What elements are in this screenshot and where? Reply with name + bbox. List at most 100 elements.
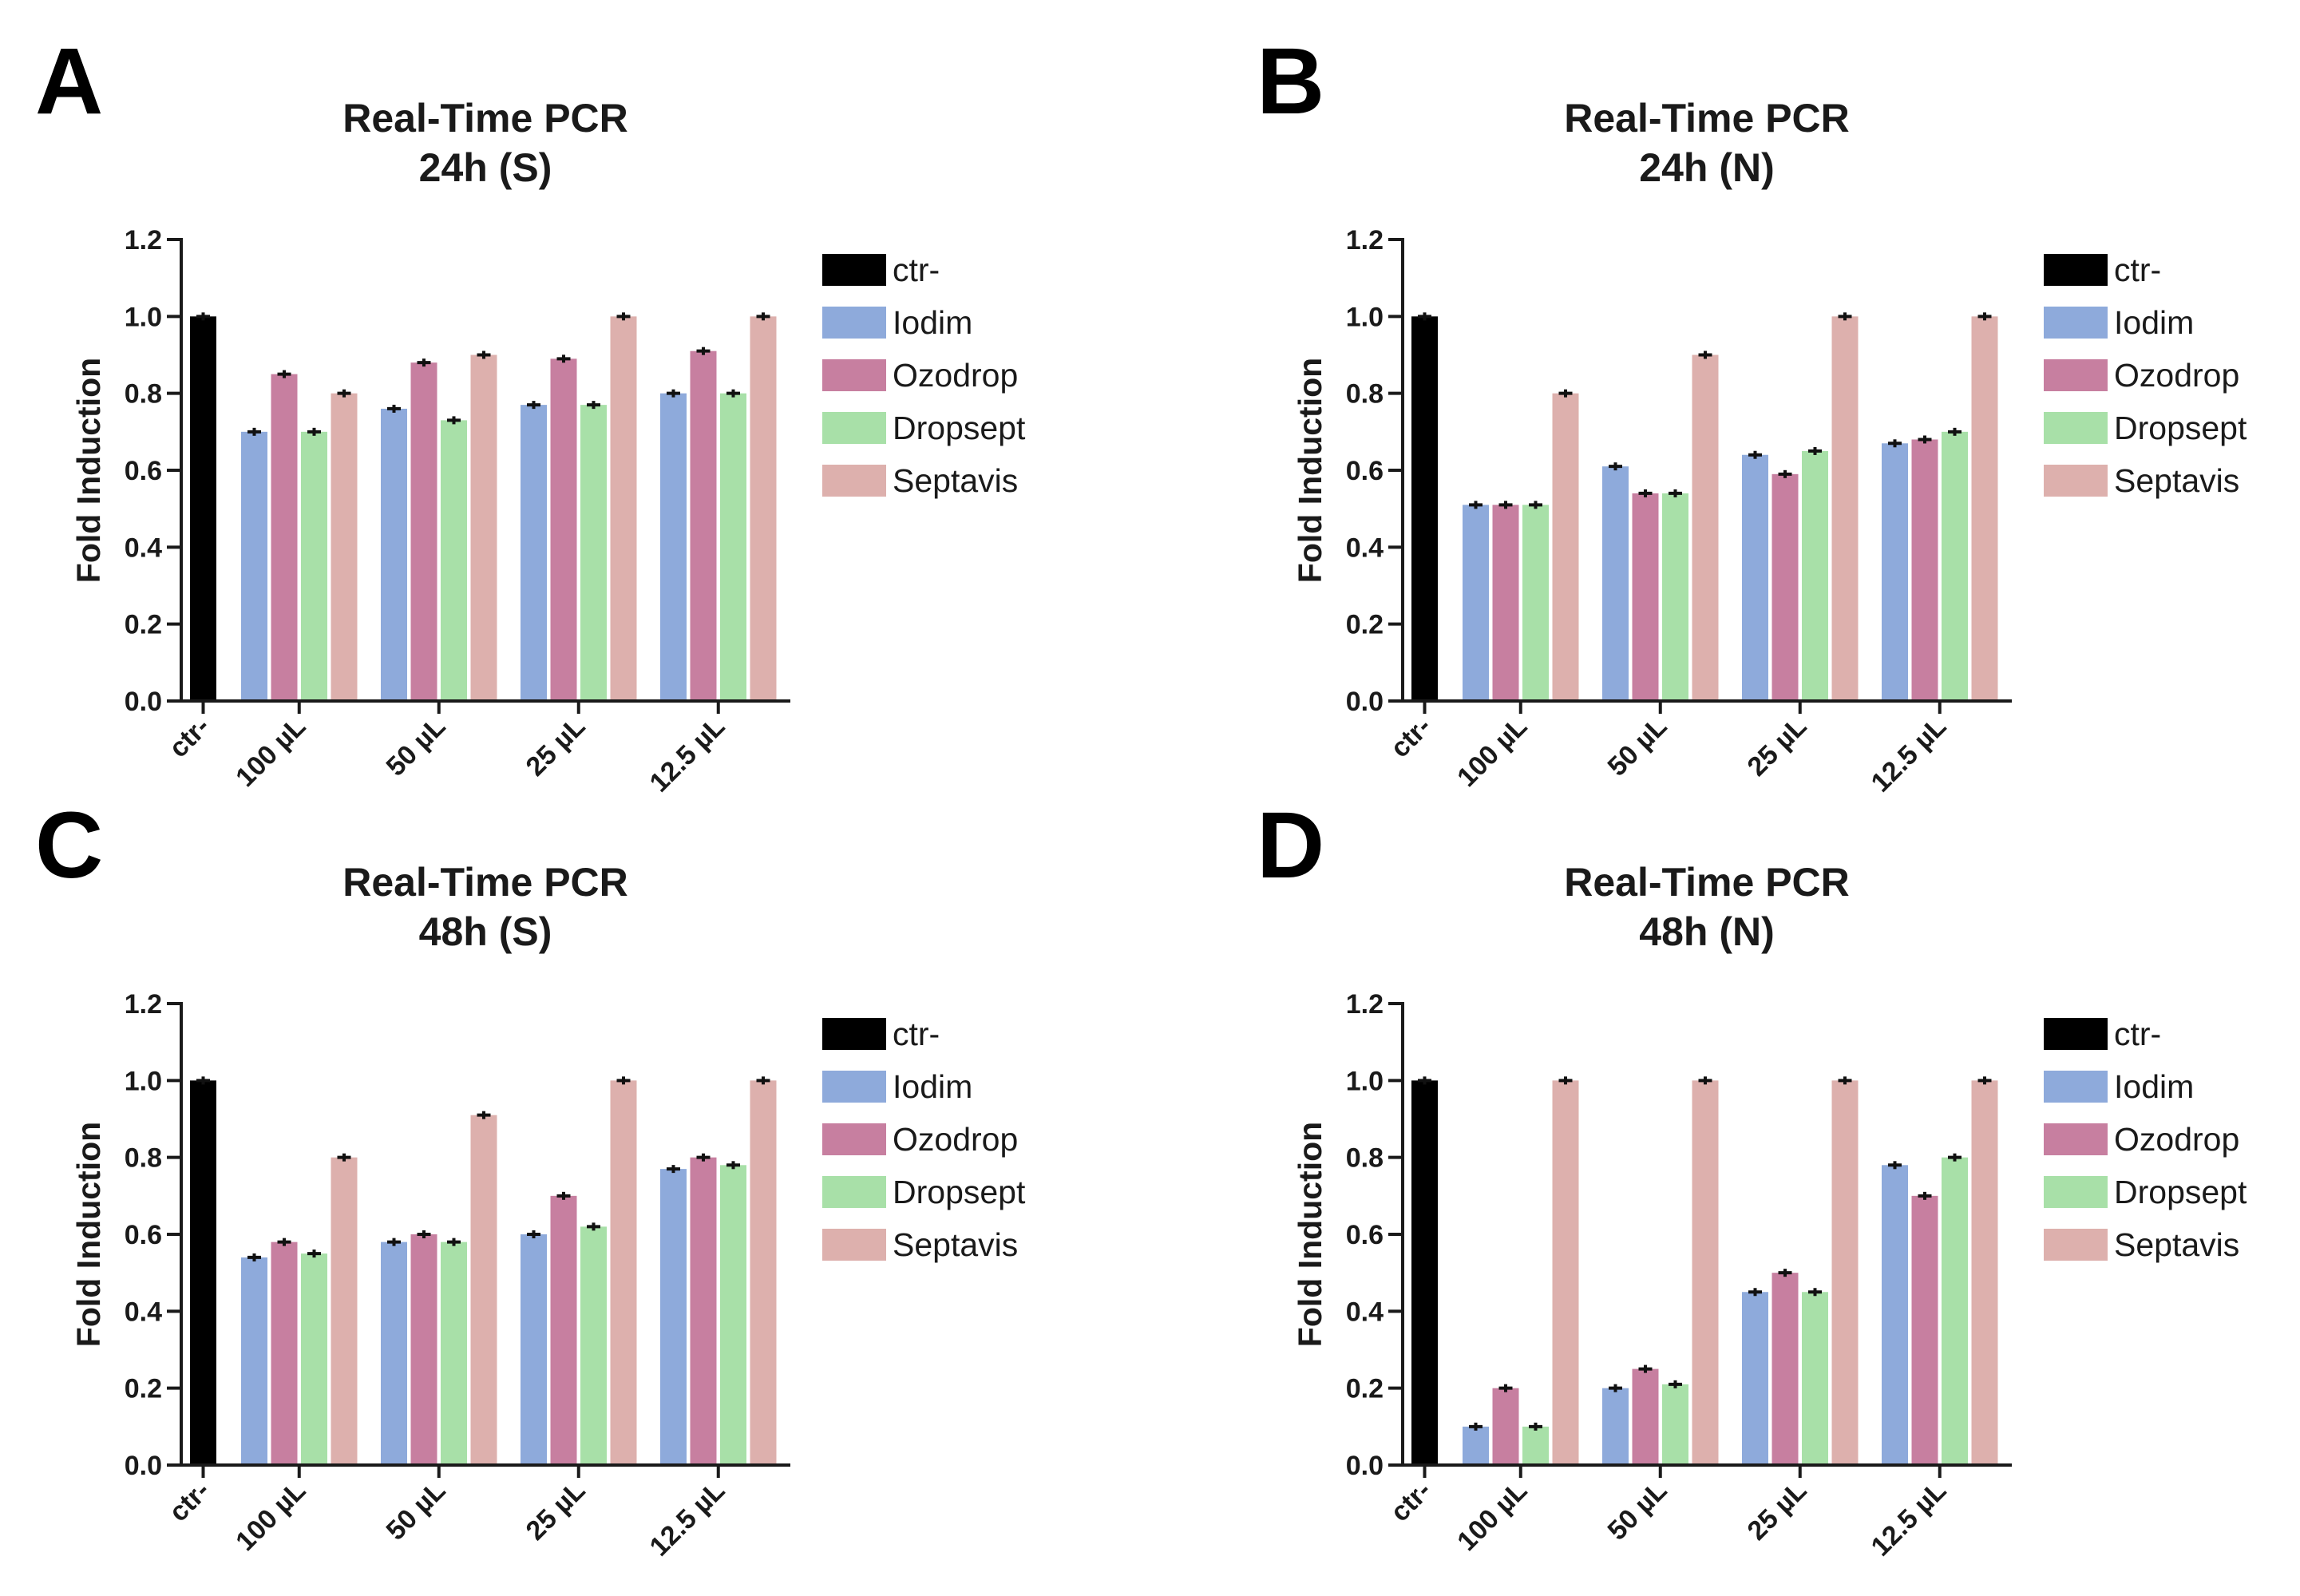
panel-label: A: [35, 29, 103, 134]
legend-label-dropsept: Dropsept: [893, 1174, 1026, 1210]
bar-ozodrop: [1632, 1368, 1659, 1465]
bar-iodim: [1882, 1165, 1908, 1465]
y-tick-label: 0.0: [125, 1451, 162, 1481]
y-tick-label: 0.4: [125, 533, 162, 563]
legend-swatch-dropsept: [2044, 1176, 2108, 1208]
bar-ozodrop: [1772, 1273, 1799, 1465]
x-tick-label: ctr-: [164, 1475, 216, 1528]
bar-ctr: [1411, 1080, 1438, 1465]
bar-septavis: [470, 1115, 497, 1465]
x-tick-label: 12.5 µL: [644, 711, 731, 798]
y-tick-label: 1.0: [125, 302, 162, 332]
x-tick-label: 50 µL: [381, 1475, 452, 1546]
y-axis-title: Fold Induction: [70, 1122, 107, 1347]
x-tick-label: 100 µL: [230, 1475, 311, 1557]
bar-dropsept: [301, 431, 327, 701]
y-tick-label: 0.8: [125, 379, 162, 410]
legend-swatch-dropsept: [822, 1176, 886, 1208]
x-tick-label: 50 µL: [381, 711, 452, 782]
y-tick-label: 0.0: [1346, 1451, 1384, 1481]
y-tick-label: 0.2: [125, 610, 162, 640]
bar-septavis: [1831, 1080, 1859, 1465]
x-tick-label: 12.5 µL: [644, 1475, 731, 1562]
bar-iodim: [1882, 443, 1908, 701]
bar-ozodrop: [1492, 1388, 1519, 1465]
legend-label-septavis: Septavis: [2114, 1226, 2239, 1263]
chart-title: Real-Time PCR: [342, 860, 628, 905]
bar-iodim: [1463, 505, 1489, 701]
bar-dropsept: [580, 405, 607, 701]
bar-ozodrop: [690, 350, 717, 701]
bar-iodim: [1602, 466, 1629, 701]
bar-ozodrop: [1911, 439, 1938, 701]
bar-iodim: [521, 405, 547, 701]
chart-title: 24h (N): [1639, 145, 1774, 190]
y-tick-label: 0.6: [125, 1220, 162, 1250]
legend-label-iodim: Iodim: [2114, 1068, 2194, 1105]
legend-label-ctr: ctr-: [2114, 251, 2161, 288]
x-tick-label: 100 µL: [1451, 711, 1533, 793]
legend-swatch-dropsept: [822, 412, 886, 444]
bar-septavis: [1692, 354, 1719, 701]
bar-iodim: [660, 1169, 687, 1465]
legend-swatch-ctr: [822, 1018, 886, 1050]
bar-ctr: [190, 316, 216, 701]
legend-label-iodim: Iodim: [893, 1068, 972, 1105]
y-tick-label: 1.0: [1346, 1066, 1384, 1096]
bar-septavis: [750, 316, 777, 701]
bar-iodim: [1463, 1426, 1489, 1465]
x-tick-label: 100 µL: [1451, 1475, 1533, 1557]
legend-swatch-ctr: [822, 254, 886, 286]
bar-iodim: [381, 408, 407, 701]
legend-label-ozodrop: Ozodrop: [2114, 1121, 2239, 1158]
bar-septavis: [331, 1157, 358, 1465]
y-axis-title: Fold Induction: [1292, 1122, 1328, 1347]
bar-dropsept: [1802, 450, 1828, 701]
bar-ozodrop: [1911, 1195, 1938, 1465]
bar-septavis: [470, 354, 497, 701]
bar-septavis: [1552, 393, 1579, 701]
panel-label: C: [35, 793, 103, 898]
bar-septavis: [750, 1080, 777, 1465]
y-tick-label: 1.2: [1346, 989, 1384, 1020]
bar-ozodrop: [550, 1195, 577, 1465]
bar-dropsept: [1522, 1426, 1549, 1465]
bar-septavis: [331, 393, 358, 701]
y-tick-label: 0.4: [1346, 533, 1384, 563]
x-tick-label: 25 µL: [1742, 711, 1813, 782]
legend-label-septavis: Septavis: [893, 1226, 1018, 1263]
legend-label-ozodrop: Ozodrop: [2114, 357, 2239, 394]
bar-iodim: [1602, 1388, 1629, 1465]
chart-title: 24h (S): [419, 145, 552, 190]
y-tick-label: 1.0: [1346, 302, 1384, 332]
bar-dropsept: [441, 420, 467, 701]
legend-label-ctr: ctr-: [2114, 1016, 2161, 1052]
bar-ozodrop: [410, 1234, 437, 1465]
bar-dropsept: [720, 393, 746, 701]
y-tick-label: 1.2: [125, 989, 162, 1020]
bar-dropsept: [1662, 1384, 1688, 1465]
legend-swatch-septavis: [2044, 465, 2108, 497]
bar-iodim: [1742, 1292, 1768, 1465]
legend-label-ozodrop: Ozodrop: [893, 1121, 1018, 1158]
legend-swatch-septavis: [822, 465, 886, 497]
bar-ozodrop: [550, 358, 577, 701]
y-tick-label: 0.6: [1346, 456, 1384, 486]
legend-label-ctr: ctr-: [893, 1016, 940, 1052]
bar-ozodrop: [1772, 473, 1799, 701]
legend-swatch-ozodrop: [822, 359, 886, 391]
y-tick-label: 0.4: [125, 1297, 162, 1327]
legend-label-dropsept: Dropsept: [893, 410, 1026, 446]
bar-ozodrop: [271, 374, 298, 701]
bar-iodim: [1742, 454, 1768, 701]
x-tick-label: 25 µL: [521, 711, 592, 782]
bar-dropsept: [720, 1165, 746, 1465]
bar-ctr: [190, 1080, 216, 1465]
x-tick-label: ctr-: [1385, 1475, 1438, 1528]
y-axis-title: Fold Induction: [1292, 358, 1328, 583]
bar-septavis: [610, 1080, 637, 1465]
y-tick-label: 0.2: [1346, 610, 1384, 640]
bar-ozodrop: [271, 1242, 298, 1465]
